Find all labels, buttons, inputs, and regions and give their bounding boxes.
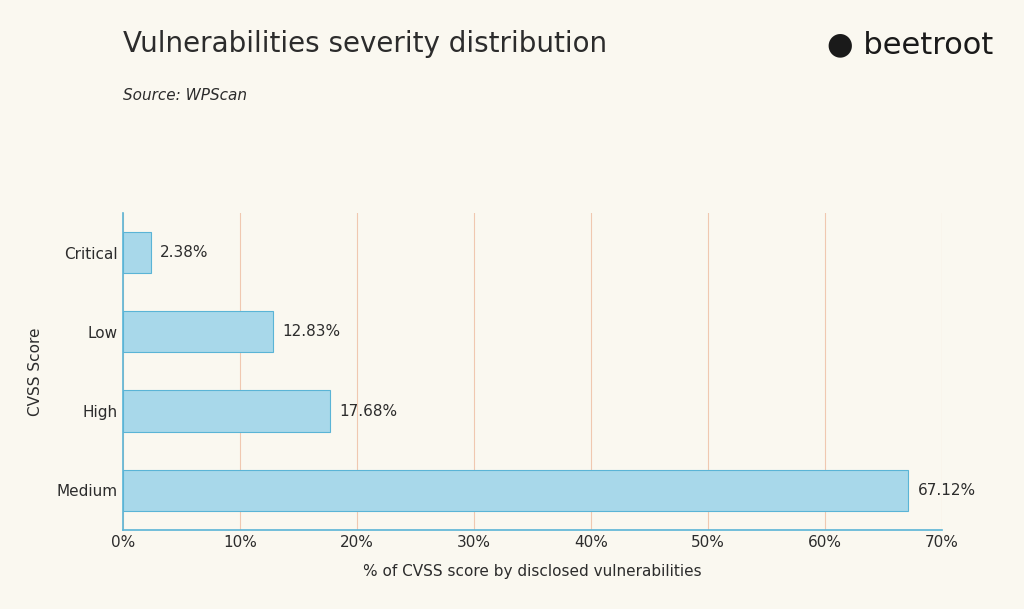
- X-axis label: % of CVSS score by disclosed vulnerabilities: % of CVSS score by disclosed vulnerabili…: [364, 563, 701, 579]
- Text: Vulnerabilities severity distribution: Vulnerabilities severity distribution: [123, 30, 607, 58]
- Bar: [123, 311, 273, 353]
- Text: Source: WPScan: Source: WPScan: [123, 88, 247, 104]
- Text: 2.38%: 2.38%: [160, 245, 209, 260]
- Bar: [123, 470, 908, 511]
- Text: ● beetroot: ● beetroot: [827, 30, 993, 60]
- Text: 12.83%: 12.83%: [283, 325, 341, 339]
- Bar: [123, 390, 330, 432]
- Text: 17.68%: 17.68%: [339, 404, 397, 418]
- Y-axis label: CVSS Score: CVSS Score: [28, 327, 43, 416]
- Text: 67.12%: 67.12%: [918, 483, 976, 498]
- Bar: [123, 232, 151, 273]
